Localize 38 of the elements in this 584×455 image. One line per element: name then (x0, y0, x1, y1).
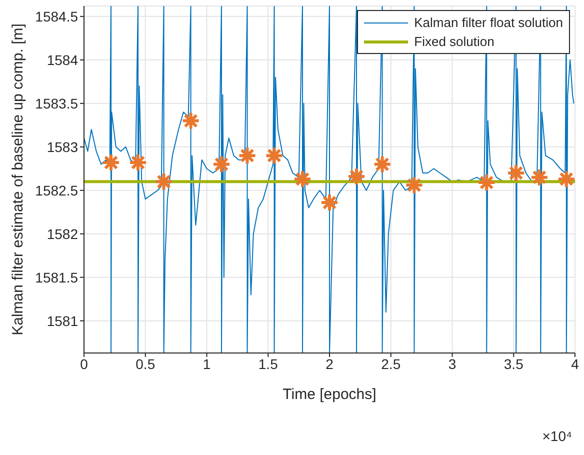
x-tick-label: 0 (80, 356, 88, 372)
x-tick-label: 1.5 (258, 356, 278, 372)
point (556, 170, 575, 189)
x-tick-label: 3.5 (504, 356, 524, 372)
point (530, 168, 549, 187)
y-tick-label: 1583 (46, 138, 78, 155)
legend-label: Fixed solution (414, 34, 494, 49)
point (154, 172, 174, 192)
x-tick-label: 1 (202, 356, 211, 372)
x-tick-label: 2 (326, 356, 334, 372)
y-tick-label: 1581.5 (35, 269, 78, 286)
x-axis-title: Time [epochs] (282, 386, 376, 403)
point (181, 111, 200, 130)
legend-label: Kalman filter float solution (414, 15, 563, 30)
point (347, 166, 366, 186)
point (372, 154, 392, 174)
point (477, 173, 496, 192)
point (404, 176, 424, 195)
y-tick-label: 1583.5 (35, 95, 78, 112)
point (264, 146, 284, 166)
text: ×10⁴ (542, 428, 572, 444)
y-axis-title: Kalman filter estimate of baseline up comp. [m] (10, 24, 26, 336)
x-tick-label: 0.5 (136, 356, 156, 372)
point (102, 153, 121, 172)
point (128, 153, 148, 172)
point (320, 193, 339, 212)
y-tick-label: 1584.5 (35, 8, 78, 24)
x-tick-label: 2.5 (381, 356, 401, 372)
y-tick-label: 1582 (46, 226, 78, 242)
y-tick-label: 1582.5 (35, 182, 78, 198)
point (292, 170, 312, 189)
x-tick-label: 4 (571, 356, 580, 372)
y-tick-label: 1581 (46, 312, 78, 329)
point (238, 146, 257, 166)
point (212, 154, 231, 174)
x-tick-label: 3 (448, 356, 456, 372)
y-tick-label: 1584 (46, 52, 78, 68)
point (506, 163, 526, 182)
